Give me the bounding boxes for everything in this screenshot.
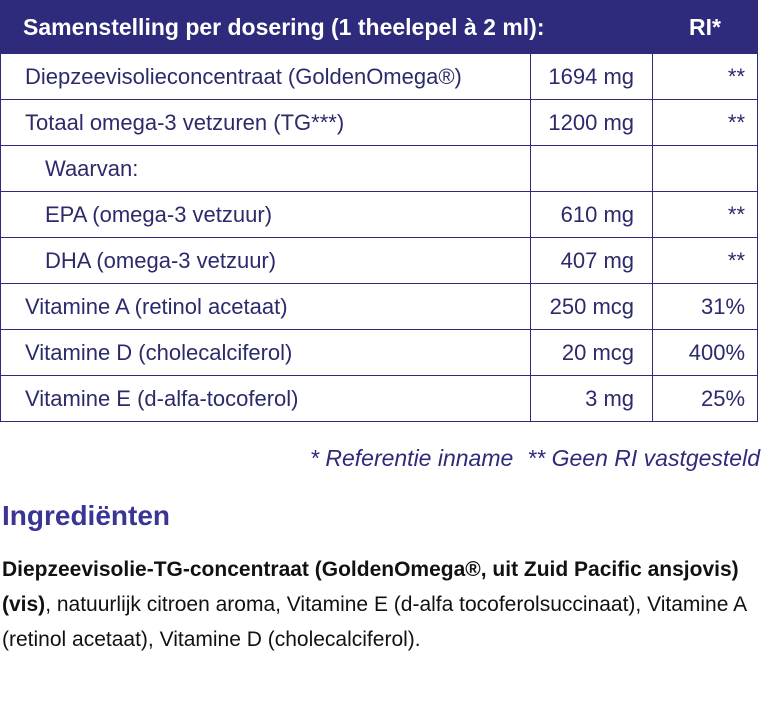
header-row: Samenstelling per dosering (1 theelepel … [0,0,759,54]
ri-cell [652,145,759,192]
ingredients-text: Diepzeevisolie-TG-concentraat (GoldenOme… [2,552,762,657]
name-cell: Vitamine D (cholecalciferol) [0,329,531,376]
table-row: Diepzeevisolieconcentraat (GoldenOmega®)… [0,53,759,100]
table-row: EPA (omega-3 vetzuur) 610 mg ** [0,191,759,238]
name-cell: Waarvan: [0,145,531,192]
name-cell: Diepzeevisolieconcentraat (GoldenOmega®) [0,53,531,100]
footnote: ** Geen RI vastgesteld [527,445,760,471]
nutrition-table: Samenstelling per dosering (1 theelepel … [0,0,759,422]
name-cell: Vitamine A (retinol acetaat) [0,283,531,330]
header-ri: RI* [652,0,759,54]
table-row: Waarvan: [0,145,759,192]
name-cell: EPA (omega-3 vetzuur) [0,191,531,238]
ri-cell: 400% [652,329,759,376]
table-row: Totaal omega-3 vetzuren (TG***) 1200 mg ** [0,99,759,146]
amount-cell: 1200 mg [529,99,654,146]
table-body: Diepzeevisolieconcentraat (GoldenOmega®)… [0,53,759,422]
name-cell: Totaal omega-3 vetzuren (TG***) [0,99,531,146]
table-row: DHA (omega-3 vetzuur) 407 mg ** [0,237,759,284]
name-cell: DHA (omega-3 vetzuur) [0,237,531,284]
footnotes: * Referentie inname ** Geen RI vastgestel… [310,445,760,472]
ingredients-bold: Diepzeevisolie-TG-concentraat (GoldenOme… [2,558,739,616]
header-title: Samenstelling per dosering (1 theelepel … [0,0,654,54]
ingredients-rest: , natuurlijk citroen aroma, Vitamine E (… [2,593,746,651]
amount-cell: 1694 mg [529,53,654,100]
amount-cell: 610 mg [529,191,654,238]
table-row: Vitamine D (cholecalciferol) 20 mcg 400% [0,329,759,376]
amount-cell: 407 mg [529,237,654,284]
ri-cell: ** [652,237,759,284]
table-row: Vitamine E (d-alfa-tocoferol) 3 mg 25% [0,375,759,422]
amount-cell: 3 mg [529,375,654,422]
ri-cell: 31% [652,283,759,330]
ingredients-heading: Ingrediënten [2,500,171,531]
footnote: * Referentie inname [310,445,514,471]
amount-cell: 20 mcg [529,329,654,376]
amount-cell: 250 mcg [529,283,654,330]
ri-cell: 25% [652,375,759,422]
amount-cell [529,145,654,192]
ri-cell: ** [652,53,759,100]
table-row: Vitamine A (retinol acetaat) 250 mcg 31% [0,283,759,330]
name-cell: Vitamine E (d-alfa-tocoferol) [0,375,531,422]
ri-cell: ** [652,191,759,238]
ri-cell: ** [652,99,759,146]
